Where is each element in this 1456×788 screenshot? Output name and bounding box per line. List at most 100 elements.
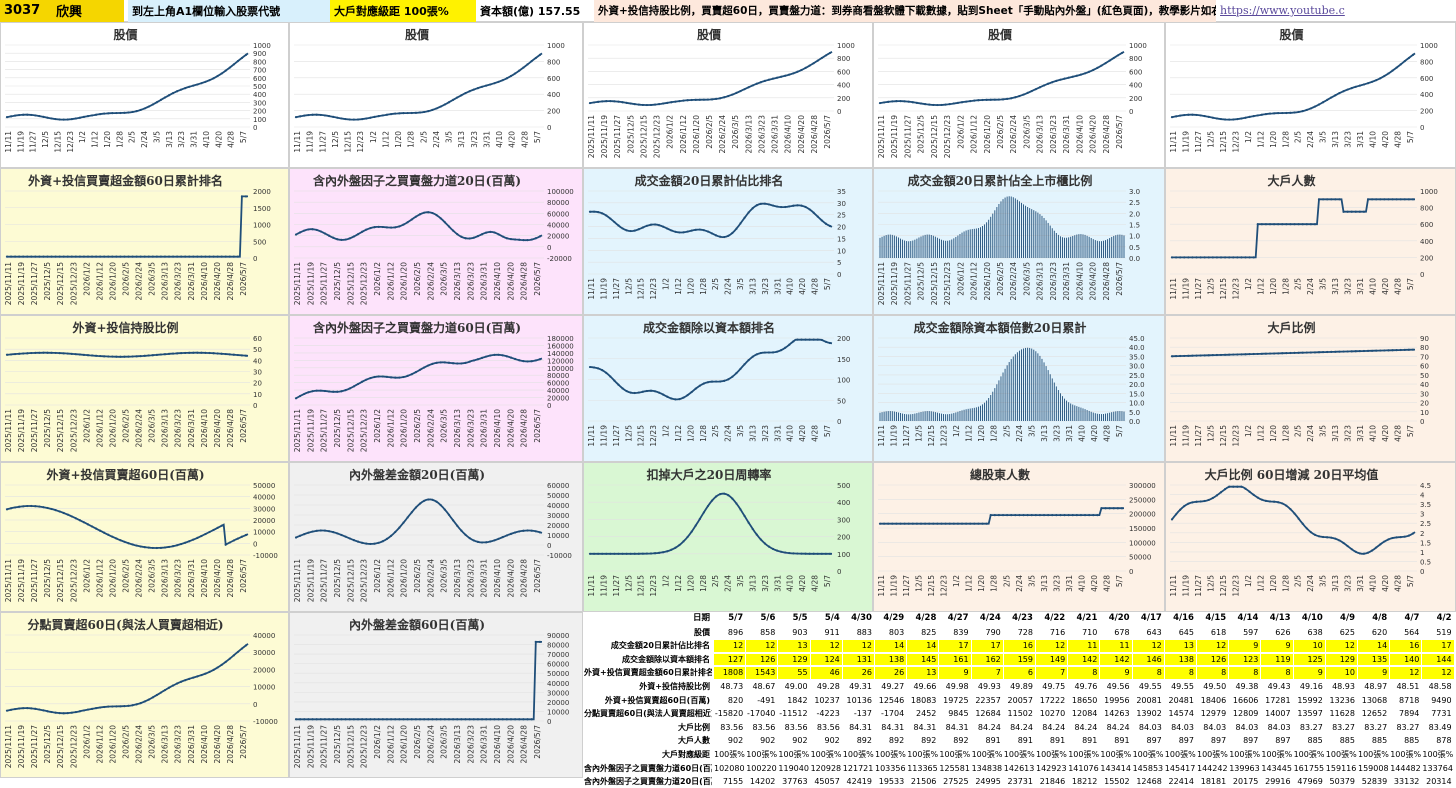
table-cell[interactable]: 9845 — [948, 709, 969, 719]
table-cell[interactable]: 84.03 — [1171, 722, 1194, 732]
table-cell[interactable]: -137 — [853, 709, 872, 719]
table-cell[interactable]: 140 — [1390, 653, 1422, 666]
table-cell[interactable]: 891 — [1017, 736, 1033, 746]
table-cell[interactable]: 790 — [985, 627, 1001, 637]
table-cell[interactable]: 84.03 — [1138, 722, 1162, 732]
table-cell[interactable]: 18650 — [1071, 695, 1098, 705]
table-cell[interactable]: 84.03 — [1235, 722, 1259, 732]
table-cell[interactable]: 129 — [778, 653, 810, 666]
table-cell[interactable]: 911 — [824, 627, 840, 637]
table-cell[interactable]: 10136 — [846, 695, 872, 705]
table-cell[interactable]: 16606 — [1232, 695, 1259, 705]
table-cell[interactable]: 83.27 — [1299, 722, 1323, 732]
table-cell[interactable]: 100張% — [1390, 750, 1422, 759]
table-cell[interactable]: 897 — [1178, 736, 1194, 746]
table-cell[interactable]: 100張% — [971, 750, 1003, 759]
table-cell[interactable]: 22357 — [975, 695, 1001, 705]
table-cell[interactable]: 100張% — [842, 750, 874, 759]
table-cell[interactable]: 129 — [1325, 653, 1357, 666]
table-cell[interactable]: 26 — [875, 667, 907, 680]
table-cell[interactable]: 120928 — [810, 763, 842, 773]
table-cell[interactable]: 5/6 — [760, 613, 776, 623]
table-cell[interactable]: 4/9 — [1340, 613, 1355, 623]
table-cell[interactable]: 8718 — [1399, 695, 1420, 705]
table-cell[interactable]: 49.56 — [1106, 682, 1130, 691]
table-cell[interactable]: 891 — [985, 736, 1001, 746]
table-cell[interactable]: 2452 — [916, 709, 937, 719]
table-cell[interactable]: 9 — [1358, 667, 1390, 680]
table-cell[interactable]: 6 — [1003, 667, 1035, 680]
table-cell[interactable]: 10 — [1325, 667, 1357, 680]
table-cell[interactable]: 49.31 — [849, 682, 872, 691]
table-cell[interactable]: 131 — [842, 653, 874, 666]
table-cell[interactable]: 100張% — [1325, 750, 1357, 759]
table-cell[interactable]: -15820 — [714, 709, 744, 719]
table-cell[interactable]: 902 — [824, 736, 840, 746]
table-cell[interactable]: 100張% — [875, 750, 906, 759]
table-cell[interactable]: 134838 — [971, 763, 1003, 773]
table-cell[interactable]: 11 — [1068, 640, 1100, 652]
table-cell[interactable]: 1543 — [746, 667, 778, 680]
table-cell[interactable]: 103356 — [875, 763, 906, 773]
table-cell[interactable]: 49.93 — [977, 682, 1001, 691]
table-cell[interactable]: 5/5 — [792, 613, 808, 623]
table-cell[interactable]: 48.97 — [1364, 682, 1388, 691]
table-cell[interactable]: 885 — [1371, 736, 1388, 746]
table-cell[interactable]: 897 — [1146, 736, 1162, 746]
youtube-link[interactable]: https://www.youtube.c — [1220, 4, 1345, 17]
table-cell[interactable]: 83.49 — [1428, 722, 1452, 732]
table-cell[interactable]: 12 — [714, 640, 746, 652]
table-cell[interactable]: 100張% — [939, 750, 971, 759]
table-cell[interactable]: 100張% — [1100, 750, 1132, 759]
table-cell[interactable]: 100張% — [1036, 750, 1067, 759]
table-cell[interactable]: 13597 — [1297, 709, 1323, 719]
table-cell[interactable]: 84.24 — [977, 722, 1001, 732]
table-cell[interactable]: 14007 — [1265, 709, 1291, 719]
table-cell[interactable]: 902 — [727, 736, 744, 746]
table-cell[interactable]: 126 — [746, 653, 778, 666]
table-cell[interactable]: 11628 — [1329, 709, 1355, 719]
table-cell[interactable]: 100張% — [746, 750, 778, 759]
table-cell[interactable]: 100張% — [810, 750, 842, 759]
table-cell[interactable]: 102080 — [714, 763, 745, 773]
table-cell[interactable]: 12684 — [975, 709, 1001, 719]
table-cell[interactable]: 12 — [1132, 640, 1164, 652]
table-cell[interactable]: 49.55 — [1138, 682, 1162, 691]
table-cell[interactable]: -4223 — [816, 709, 840, 719]
table-cell[interactable]: 15992 — [1297, 695, 1323, 705]
table-cell[interactable]: 892 — [953, 736, 969, 746]
table-cell[interactable]: 138 — [875, 653, 907, 666]
table-cell[interactable]: 4/13 — [1269, 613, 1291, 623]
table-cell[interactable]: 620 — [1371, 627, 1388, 637]
table-cell[interactable]: 1842 — [787, 695, 808, 705]
table-cell[interactable]: 49.75 — [1042, 682, 1066, 691]
table-cell[interactable]: 113365 — [907, 763, 938, 773]
table-cell[interactable]: 14263 — [1104, 709, 1130, 719]
table-cell[interactable]: 892 — [921, 736, 937, 746]
table-cell[interactable]: 892 — [856, 736, 872, 746]
table-cell[interactable]: 83.56 — [720, 722, 744, 732]
table-cell[interactable]: 12 — [1422, 667, 1454, 680]
table-cell[interactable]: 12 — [1390, 667, 1422, 680]
table-cell[interactable]: 625 — [1339, 627, 1355, 637]
table-cell[interactable]: 18083 — [910, 695, 937, 705]
table-cell[interactable]: 618 — [1210, 627, 1227, 637]
table-cell[interactable]: 162 — [971, 653, 1003, 666]
table-cell[interactable]: 84.24 — [1010, 722, 1033, 732]
table-cell[interactable]: 127 — [714, 653, 746, 666]
table-cell[interactable]: 46 — [810, 667, 842, 680]
table-cell[interactable]: 885 — [1404, 736, 1420, 746]
table-cell[interactable]: 84.31 — [913, 722, 937, 732]
table-cell[interactable]: 123 — [1229, 653, 1261, 666]
table-cell[interactable]: 100張% — [714, 750, 745, 759]
table-cell[interactable]: 17 — [1422, 640, 1454, 652]
table-cell[interactable]: 49.38 — [1235, 682, 1259, 691]
table-cell[interactable]: 49.43 — [1267, 682, 1291, 691]
table-cell[interactable]: 891 — [1049, 736, 1066, 746]
table-cell[interactable]: 139963 — [1229, 763, 1260, 773]
table-cell[interactable]: 891 — [1114, 736, 1130, 746]
table-cell[interactable]: 84.31 — [945, 722, 969, 732]
table-cell[interactable]: 10 — [1293, 640, 1325, 652]
table-cell[interactable]: 49.98 — [945, 682, 969, 691]
table-cell[interactable]: 126 — [1197, 653, 1229, 666]
